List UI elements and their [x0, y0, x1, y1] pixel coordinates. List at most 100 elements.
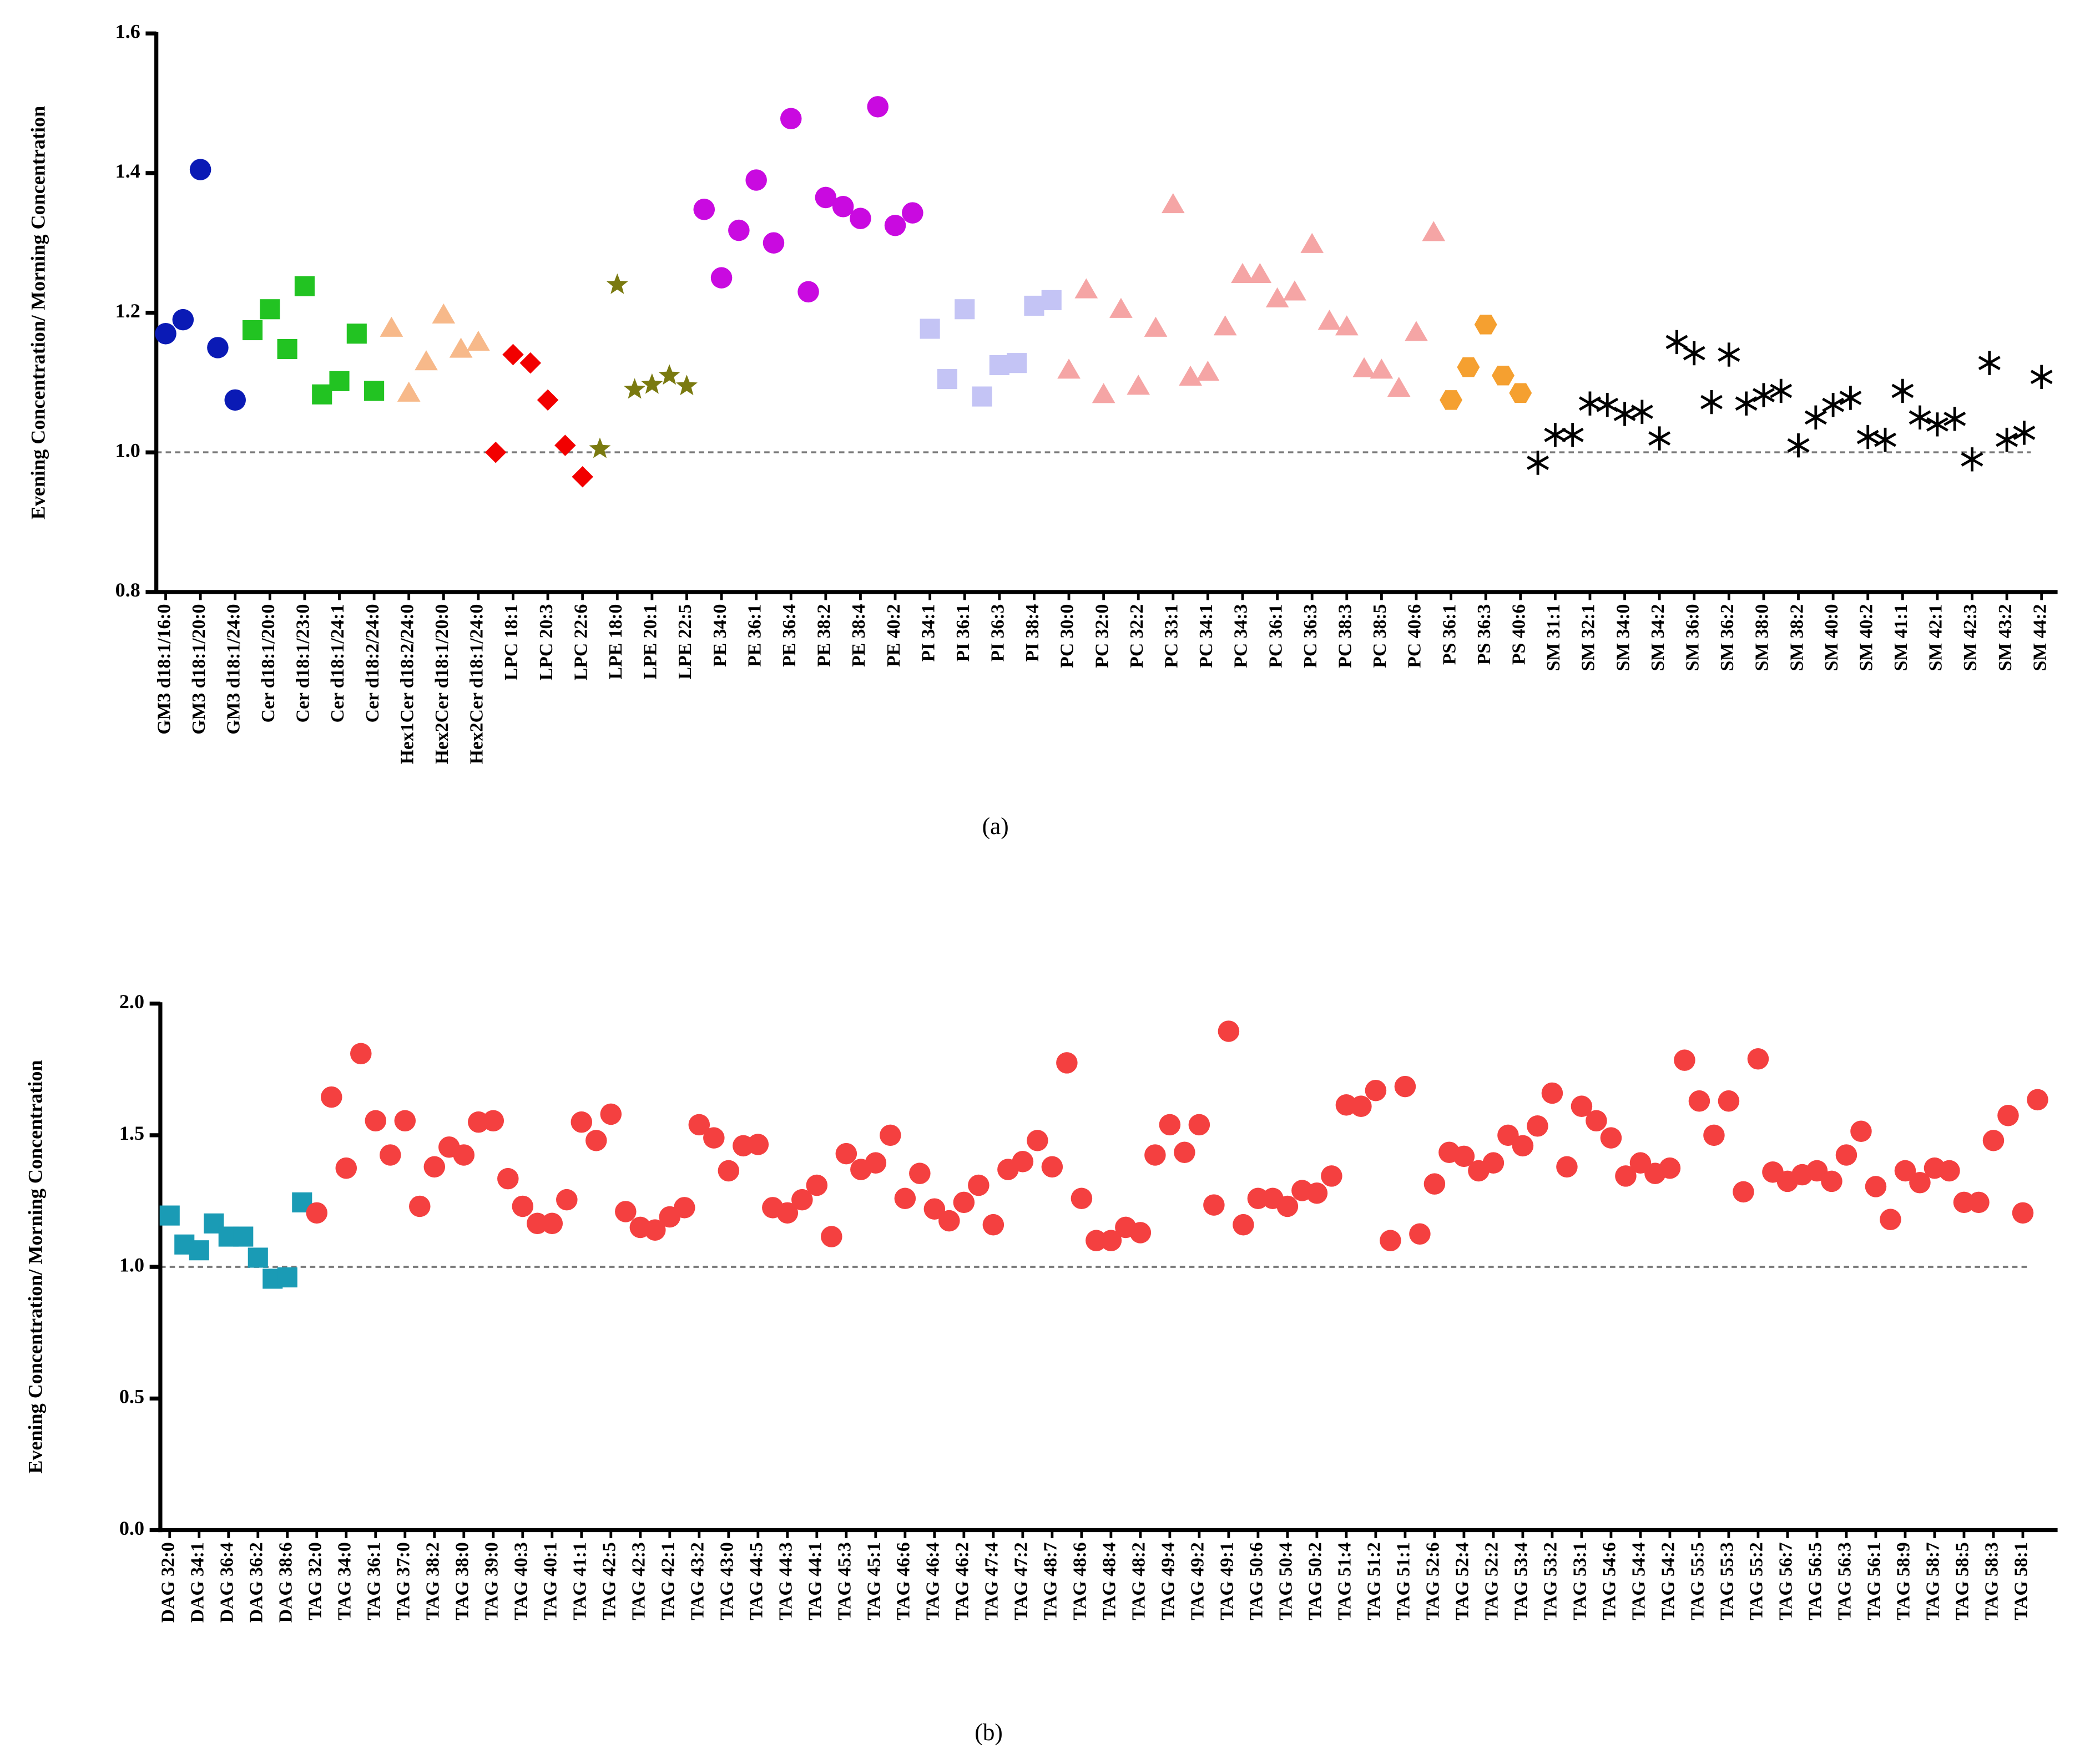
point — [380, 1144, 401, 1166]
point — [1615, 1165, 1637, 1187]
point — [1409, 1223, 1431, 1245]
point — [703, 1127, 725, 1149]
x-tick-label: PI 36:3 — [988, 604, 1008, 662]
point — [172, 309, 194, 331]
point — [1733, 1181, 1754, 1203]
point — [512, 1195, 534, 1217]
x-tick-label: PC 36:1 — [1265, 604, 1286, 668]
point — [423, 1156, 446, 1178]
point — [2013, 421, 2036, 445]
x-tick-label: TAG 48:2 — [1129, 1542, 1149, 1620]
point — [1556, 1156, 1578, 1178]
point — [1074, 278, 1098, 299]
x-tick-label: TAG 58:3 — [1982, 1542, 2002, 1620]
point — [693, 199, 715, 220]
x-tick-label: TAG 52:6 — [1423, 1542, 1443, 1620]
y-tick-label: 1.0 — [115, 439, 140, 461]
x-tick-label: Hex2Cer d18:1/24:0 — [467, 604, 487, 765]
point — [321, 1086, 342, 1108]
x-tick-label: LPE 18:0 — [605, 604, 626, 680]
point — [572, 466, 593, 488]
point — [1179, 365, 1202, 386]
point — [1231, 262, 1254, 283]
x-tick-label: TAG 40:3 — [511, 1542, 532, 1620]
x-tick-label: TAG 47:4 — [982, 1542, 1002, 1620]
point — [335, 1157, 357, 1179]
x-tick-label: TAG 56:3 — [1835, 1542, 1855, 1620]
point — [394, 1110, 416, 1132]
x-tick-label: TAG 45:3 — [835, 1542, 855, 1620]
point — [1770, 378, 1793, 403]
point — [1752, 383, 1775, 407]
point — [1144, 1144, 1166, 1166]
x-tick-label: SM 31:1 — [1543, 604, 1564, 671]
y-tick-label: 1.5 — [119, 1122, 144, 1144]
point — [1909, 405, 1931, 429]
point — [821, 1226, 842, 1247]
x-tick-label: TAG 49:1 — [1217, 1542, 1238, 1620]
point — [615, 1201, 637, 1222]
point — [527, 1212, 548, 1235]
point — [554, 434, 576, 456]
x-tick-label: TAG 42:1 — [658, 1542, 679, 1620]
point — [346, 324, 367, 344]
x-tick-label: TAG 54:2 — [1658, 1542, 1679, 1620]
point — [710, 267, 733, 289]
x-tick-label: TAG 48:4 — [1099, 1542, 1120, 1620]
x-tick-label: TAG 42:3 — [629, 1542, 649, 1620]
point — [989, 355, 1009, 375]
point — [409, 1195, 431, 1217]
x-tick-label: TAG 38:0 — [452, 1542, 473, 1620]
point — [1276, 1195, 1299, 1217]
point — [894, 1187, 916, 1210]
x-tick-label: LPC 18:1 — [501, 604, 522, 681]
point — [1527, 451, 1549, 475]
point — [1822, 392, 1845, 417]
x-tick-label: TAG 42:5 — [599, 1542, 620, 1620]
x-tick-label: PC 33:1 — [1162, 604, 1182, 668]
x-tick-label: SM 43:2 — [1995, 604, 2016, 671]
point — [791, 1189, 813, 1211]
caption: (b) — [975, 1719, 1003, 1746]
x-tick-label: PI 34:1 — [918, 604, 938, 662]
x-tick-label: TAG 58:7 — [1923, 1542, 1943, 1620]
x-tick-label: TAG 43:0 — [717, 1542, 738, 1620]
x-tick-label: PS 40:6 — [1509, 604, 1529, 665]
point — [1700, 390, 1723, 415]
point — [1880, 1209, 1901, 1230]
x-tick-label: TAG 56:5 — [1805, 1542, 1826, 1620]
point — [780, 108, 802, 129]
point — [189, 159, 211, 180]
x-tick-label: DAG 36:2 — [246, 1542, 267, 1623]
point — [763, 232, 785, 254]
point — [1683, 341, 1705, 366]
point — [397, 381, 421, 402]
point — [2012, 1202, 2034, 1224]
point — [1850, 1120, 1872, 1143]
x-tick-label: TAG 54:6 — [1599, 1542, 1620, 1620]
x-tick-label: TAG 51:1 — [1394, 1542, 1414, 1620]
point — [1422, 221, 1446, 241]
point — [1613, 402, 1636, 426]
x-tick-label: TAG 46:4 — [923, 1542, 943, 1620]
x-tick-label: LPC 22:6 — [571, 604, 591, 681]
x-tick-label: TAG 56:7 — [1776, 1542, 1796, 1620]
x-tick-label: TAG 44:3 — [776, 1542, 796, 1620]
x-tick-label: SM 40:0 — [1821, 604, 1842, 671]
x-tick-label: SM 34:0 — [1613, 604, 1633, 671]
point — [329, 371, 350, 391]
y-axis-title: Evening Concentration/ Morning Concentra… — [27, 106, 49, 519]
point — [159, 1205, 180, 1226]
x-tick-label: LPC 20:3 — [536, 604, 557, 681]
x-tick-label: SM 36:0 — [1682, 604, 1703, 671]
point — [1203, 1194, 1225, 1216]
x-tick-label: GM3 d18:1/20:0 — [189, 604, 209, 735]
x-tick-label: TAG 55:5 — [1688, 1542, 1708, 1620]
point — [1300, 232, 1324, 253]
point — [1317, 310, 1341, 330]
point — [606, 273, 628, 294]
y-tick-label: 1.4 — [115, 160, 140, 182]
point — [1057, 358, 1081, 379]
point — [1578, 391, 1601, 416]
